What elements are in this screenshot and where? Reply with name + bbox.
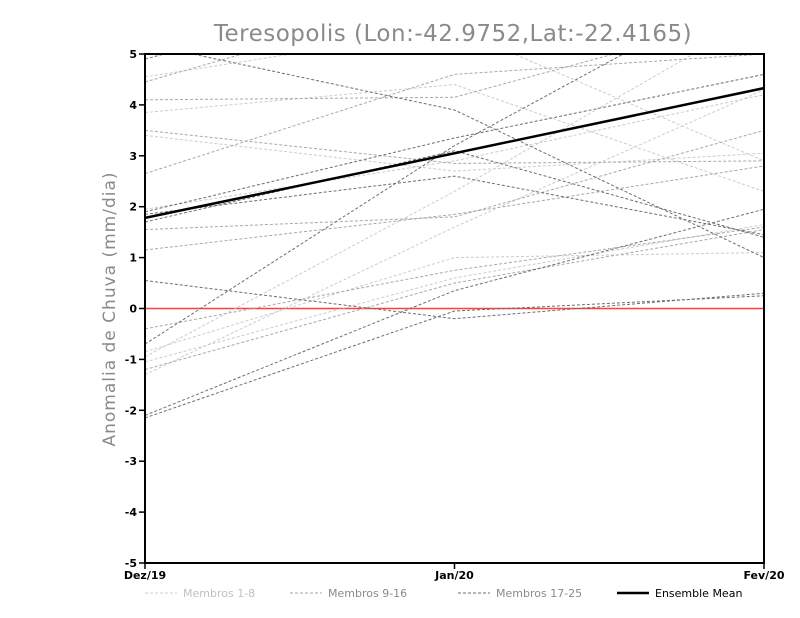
y-tick-label: -4 (125, 506, 138, 519)
member-line-m11 (145, 165, 764, 251)
ensemble-mean-line (144, 86, 765, 220)
y-axis-label: Anomalia de Chuva (mm/dia) (100, 171, 120, 446)
legend-label: Membros 9-16 (328, 587, 407, 600)
y-tick-label: 2 (129, 201, 137, 214)
member-line-m8 (145, 54, 764, 162)
x-tick-label: Jan/20 (434, 569, 474, 582)
x-tick-label: Fev/20 (743, 569, 784, 582)
member-line-m2 (145, 134, 764, 172)
y-tick-label: 1 (129, 252, 137, 265)
legend-label: Membros 1-8 (183, 587, 255, 600)
series-layer (145, 54, 764, 419)
y-tick-label: -3 (125, 455, 137, 468)
member-line-m6 (145, 54, 695, 358)
member-line-m22 (145, 295, 764, 419)
chart-title: Teresopolis (Lon:-42.9752,Lat:-22.4165) (213, 21, 692, 47)
member-line-m5 (145, 89, 764, 376)
member-line-m1 (145, 84, 764, 192)
legend: Membros 1-8 Membros 9-16 Membros 17-25 Ense… (145, 587, 742, 600)
y-axis-ticks: -5 -4 -3 -2 -1 0 1 2 3 4 5 (125, 48, 145, 570)
y-tick-label: 5 (129, 48, 137, 61)
member-line-m20 (145, 54, 625, 345)
y-tick-label: 0 (129, 303, 137, 316)
member-line-m25 (145, 150, 764, 238)
member-line-m23 (145, 73, 764, 213)
y-tick-label: 4 (129, 99, 137, 112)
member-line-m18 (145, 175, 764, 236)
x-tick-label: Dez/19 (124, 569, 166, 582)
member-line-m21 (145, 208, 764, 416)
plot-frame (144, 53, 765, 564)
x-axis-ticks: Dez/19 Jan/20 Fev/20 (124, 563, 785, 582)
y-tick-label: -5 (125, 557, 137, 570)
legend-label: Membros 17-25 (496, 587, 582, 600)
y-tick-label: 3 (129, 150, 137, 163)
y-tick-label: -1 (125, 353, 137, 366)
member-line-m19 (145, 280, 764, 320)
member-line-m4 (145, 224, 764, 363)
y-tick-label: -2 (125, 404, 137, 417)
member-line-m9 (145, 129, 764, 164)
member-line-m16 (145, 54, 764, 175)
mean-layer (144, 86, 765, 220)
legend-label: Ensemble Mean (655, 587, 742, 600)
member-line-m3 (145, 252, 764, 353)
member-line-m14 (145, 229, 764, 371)
